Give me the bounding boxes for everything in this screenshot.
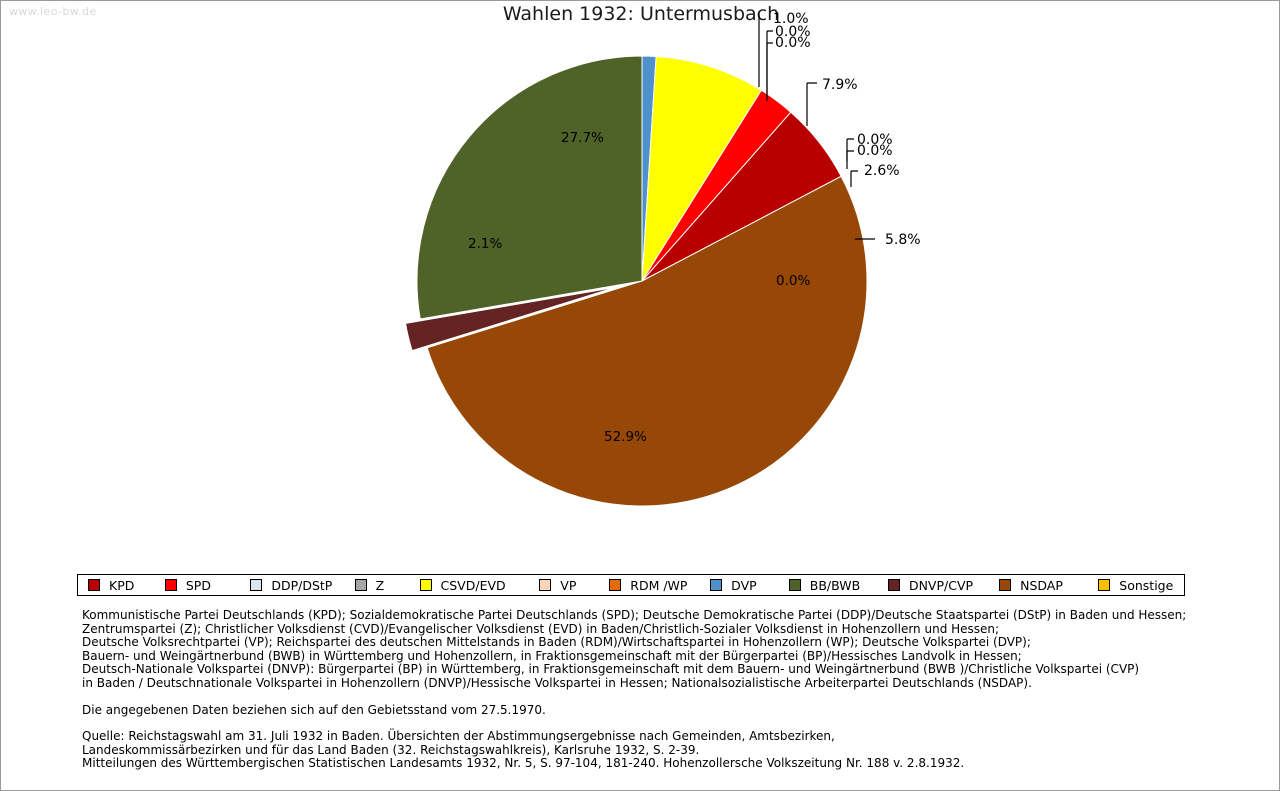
pie-label-dvp: 1.0% (773, 11, 809, 27)
legend-item-spd[interactable]: SPD (155, 575, 240, 595)
legend-item-dnvp-cvp[interactable]: DNVP/CVP (878, 575, 989, 595)
pie-label-vp: 0.0% (857, 132, 893, 148)
legend-item-kpd[interactable]: KPD (78, 575, 155, 595)
callout-leader-line (850, 170, 858, 187)
pie-slice-nsdap[interactable] (426, 175, 868, 507)
pie-label-nsdap: 52.9% (604, 429, 647, 445)
footnote-source: Quelle: Reichstagswahl am 31. Juli 1932 … (82, 730, 1222, 771)
legend-label: SPD (185, 577, 211, 593)
footnote-parties: Kommunistische Partei Deutschlands (KPD)… (82, 608, 1222, 691)
callout-leader-line (846, 138, 854, 161)
pie-label-sonstige: 0.0% (776, 273, 810, 289)
pie-slice-csvd-evd[interactable] (641, 55, 763, 282)
legend-label: RDM /WP (630, 577, 688, 593)
footnote-line: in Baden / Deutschnationale Volkspartei … (82, 675, 1032, 690)
legend-label: NSDAP (1020, 577, 1063, 593)
legend-item-z[interactable]: Z (345, 575, 410, 595)
legend-swatch-icon (710, 579, 723, 591)
footnote-line: Zentrumspartei (Z); Christlicher Volksdi… (82, 621, 1000, 636)
callout-leader-line (766, 30, 773, 96)
legend-item-nsdap[interactable]: NSDAP (989, 575, 1088, 595)
legend-label: KPD (109, 577, 135, 593)
legend-label: DVP (731, 577, 757, 593)
footnote-line: Bauern- und Weingärtnerbund (BWB) in Wür… (82, 648, 1022, 663)
legend-label: DDP/DStP (271, 577, 333, 593)
legend-swatch-icon (354, 579, 367, 591)
callout-leader-line (806, 82, 817, 126)
legend-item-sonstige[interactable]: Sonstige (1088, 575, 1184, 595)
pie-label-ddp-dstp: 0.0% (775, 24, 811, 40)
footnotes: Kommunistische Partei Deutschlands (KPD)… (82, 608, 1222, 771)
footnote-line: Quelle: Reichstagswahl am 31. Juli 1932 … (82, 729, 835, 744)
pie-label-dnvp-cvp: 2.1% (468, 236, 502, 252)
legend-item-rdm-wp[interactable]: RDM /WP (599, 575, 700, 595)
pie-callouts (758, 13, 875, 240)
pie-label-z: 0.0% (775, 35, 811, 51)
pie-label-spd: 2.6% (864, 163, 900, 179)
legend-item-dvp[interactable]: DVP (700, 575, 779, 595)
footnote-line: Mitteilungen des Württembergischen Stati… (82, 756, 965, 771)
pie-label-bb-bwb: 27.7% (561, 130, 604, 146)
legend-label: DNVP/CVP (908, 577, 974, 593)
footnote-note: Die angegebenen Daten beziehen sich auf … (82, 702, 546, 717)
legend-swatch-icon (788, 579, 801, 591)
legend-label: Sonstige (1119, 577, 1174, 593)
legend-swatch-icon (164, 579, 177, 591)
legend-swatch-icon (539, 579, 552, 591)
pie-label-rdm-wp: 0.0% (857, 143, 893, 159)
legend-item-ddp-dstp[interactable]: DDP/DStP (240, 575, 344, 595)
pie-slice-dnvp-cvp[interactable] (403, 283, 627, 354)
pie-value-labels: 1.0%0.0%0.0%7.9%0.0%0.0%2.6%5.8%0.0%52.9… (468, 11, 921, 445)
legend-item-vp[interactable]: VP (529, 575, 599, 595)
pie-slices (403, 55, 868, 507)
legend-item-bb-bwb[interactable]: BB/BWB (779, 575, 878, 595)
footnote-line: Landeskommissärbezirken und für das Land… (82, 742, 700, 757)
legend-label: Z (375, 577, 385, 593)
callout-leader-line (846, 150, 854, 169)
legend-swatch-icon (887, 579, 900, 591)
pie-chart-svg: 1.0%0.0%0.0%7.9%0.0%0.0%2.6%5.8%0.0%52.9… (403, 11, 921, 507)
legend-label: VP (560, 577, 577, 593)
chart-title: Wahlen 1932: Untermusbach (502, 3, 780, 25)
legend-item-csvd-evd[interactable]: CSVD/EVD (410, 575, 530, 595)
footnote-line: Deutsche Volksrechtpartei (VP); Reichspa… (82, 635, 1031, 650)
watermark-text: www.leo-bw.de (9, 5, 97, 18)
legend-swatch-icon (88, 579, 100, 591)
legend-label: BB/BWB (809, 577, 861, 593)
footnote-line: Deutsch-Nationale Volkspartei (DNVP): Bü… (82, 662, 1140, 677)
pie-label-kpd: 5.8% (885, 232, 921, 248)
pie-chart-area: 1.0% 0.0% 0.0% 7.9% 0.0% 0.0% 2.6% 5.8% 0.0% 52.9… (1, 1, 1280, 561)
pie-slice-bb-bwb[interactable] (416, 55, 643, 320)
legend-swatch-icon (250, 579, 263, 591)
legend-swatch-icon (1098, 579, 1111, 591)
pie-label-csvd-evd: 7.9% (822, 77, 858, 93)
legend-swatch-icon (419, 579, 432, 591)
legend-swatch-icon (609, 579, 622, 591)
legend-label: CSVD/EVD (440, 577, 506, 593)
footnote-line: Kommunistische Partei Deutschlands (KPD)… (82, 608, 1187, 622)
legend-swatch-icon (999, 579, 1012, 591)
legend: KPD SPD DDP/DStP Z CSVD/EVD VP RDM /WP DVP BB/BW… (77, 574, 1185, 596)
footnote-spacer-1 (82, 691, 1222, 704)
callout-leader-line (766, 42, 773, 101)
